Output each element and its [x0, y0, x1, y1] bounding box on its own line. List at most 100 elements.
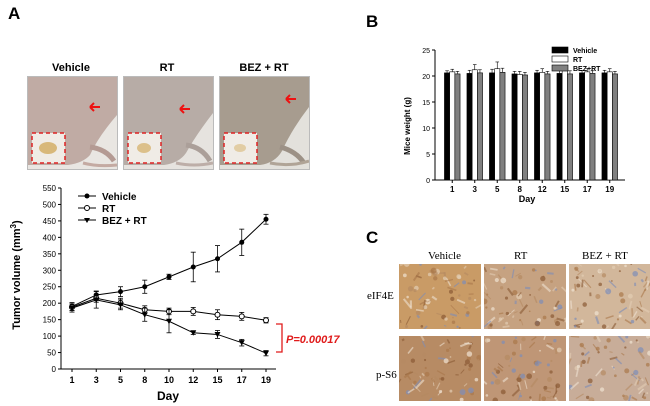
panel-c-label: C	[366, 228, 379, 247]
x-tick-label: 3	[94, 375, 99, 385]
ihc-image-eif4e-rt	[484, 264, 566, 329]
ihc-image-eif4e-vehicle	[399, 264, 481, 329]
tissue-fiber	[635, 315, 640, 321]
tissue-cell	[466, 351, 473, 357]
tissue-cell	[603, 345, 608, 349]
tissue-fiber	[497, 316, 505, 323]
tissue-fiber	[430, 377, 436, 383]
tissue-cell	[574, 266, 579, 271]
tissue-fiber	[595, 316, 600, 325]
tissue-cell	[466, 356, 471, 361]
tissue-cell	[646, 392, 649, 395]
y-tick-label: 300	[43, 266, 57, 275]
tissue-cell	[601, 273, 607, 278]
tissue-fiber	[463, 383, 468, 387]
tissue-cell	[618, 270, 621, 273]
tissue-cell	[423, 358, 427, 362]
tissue-cell	[410, 358, 416, 363]
y-tick-label: 200	[43, 299, 57, 308]
tissue-fiber	[513, 311, 518, 314]
tissue-cell	[516, 293, 523, 300]
tissue-cell	[574, 317, 577, 321]
tissue-background	[484, 336, 566, 401]
tissue-fiber	[434, 375, 439, 381]
tissue-cell	[546, 363, 550, 367]
x-tick-label: 8	[518, 185, 523, 194]
mice-weight-chart: 0 5 10 15 20 25 1 3 5 8 12 15 17 19 Vehicle RT BEZ+RT…	[403, 46, 625, 204]
mouse-photo-vehicle	[27, 76, 118, 170]
tissue-fiber	[511, 388, 521, 397]
tissue-cell	[494, 378, 501, 385]
tissue-fiber	[586, 356, 591, 364]
tissue-fiber	[638, 350, 645, 360]
x-tick-label: 5	[118, 375, 123, 385]
tissue-cell	[549, 370, 553, 374]
tissue-fiber	[543, 336, 546, 341]
tissue-fiber	[625, 383, 633, 391]
data-point	[93, 297, 100, 303]
tissue-cell	[444, 317, 448, 321]
tissue-cell	[580, 319, 584, 323]
tissue-cell	[581, 352, 585, 356]
y-tick-label: 450	[43, 217, 57, 226]
tissue-fiber	[637, 382, 647, 391]
bar-0	[534, 72, 540, 181]
y-tick-label: 50	[47, 349, 56, 358]
tissue-cell	[504, 354, 511, 361]
tissue-cell	[474, 377, 479, 382]
tissue-fiber	[456, 298, 466, 304]
tissue-cell	[571, 288, 575, 292]
legend-swatch-bez-rt	[551, 64, 569, 72]
tumor-ylabel: Tumor volume (mm3)	[9, 220, 23, 330]
tissue-fiber	[546, 342, 553, 345]
tissue-fiber	[421, 372, 425, 377]
tissue-fiber	[415, 308, 424, 312]
data-point	[214, 311, 221, 318]
tissue-fiber	[584, 383, 592, 389]
tissue-cell	[405, 325, 409, 329]
tissue-fiber	[509, 357, 513, 363]
tissue-cell	[433, 276, 438, 281]
tissue-cell	[518, 275, 523, 280]
tissue-cell	[539, 349, 541, 352]
ihc-image-ps6-rt	[484, 336, 566, 401]
tissue-fiber	[447, 359, 456, 364]
tissue-fiber	[642, 281, 649, 288]
tissue-cell	[401, 359, 406, 364]
data-point	[190, 330, 197, 336]
tissue-cell	[573, 325, 577, 328]
tissue-fiber	[436, 312, 442, 316]
legend-marker-rt	[84, 205, 90, 211]
tissue-cell	[468, 379, 472, 383]
bar-0	[556, 73, 563, 181]
tumor-series	[69, 213, 269, 357]
tissue-cell	[484, 298, 488, 305]
weight-xlabel: Day	[519, 194, 536, 204]
tissue-cell	[550, 280, 553, 283]
tissue-cell	[468, 387, 474, 394]
tissue-cell	[555, 383, 561, 389]
tissue-cell	[423, 305, 428, 310]
tissue-cell	[633, 369, 639, 376]
tissue-fiber	[497, 366, 504, 372]
tissue-cell	[473, 279, 476, 282]
y-tick-label: 150	[43, 316, 57, 325]
tissue-cell	[419, 264, 422, 266]
tissue-fiber	[641, 392, 646, 399]
red-arrow-icon	[89, 102, 100, 112]
legend-label-bez-rt: BEZ + RT	[102, 216, 147, 227]
tissue-fiber	[575, 393, 584, 400]
x-tick-label: 12	[538, 185, 547, 194]
tissue-fiber	[453, 282, 460, 288]
x-tick-label: 19	[605, 185, 614, 194]
panel-a-label: A	[8, 4, 21, 23]
tissue-cell	[468, 296, 472, 301]
bar-1	[516, 74, 523, 181]
data-point	[190, 308, 197, 315]
bar-2	[589, 73, 596, 181]
tissue-cell	[625, 336, 629, 339]
tissue-cell	[599, 387, 605, 392]
x-tick-label: 3	[473, 185, 478, 194]
tissue-cell	[556, 347, 562, 353]
y-tick-label: 550	[43, 184, 57, 193]
